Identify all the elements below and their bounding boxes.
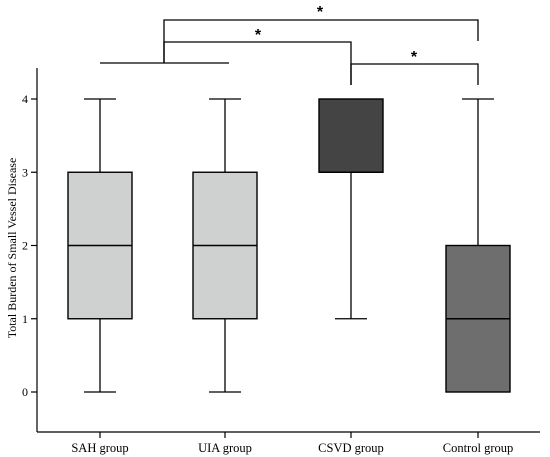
box-2 [192, 98, 258, 393]
iqr-box [318, 98, 384, 173]
bracket-csvd-control [350, 63, 479, 85]
box-1 [67, 98, 133, 393]
y-tick-label: 4 [22, 92, 28, 106]
x-category-label: Control group [443, 441, 513, 455]
y-tick-label: 3 [22, 165, 28, 179]
y-axis-label: Total Burden of Small Vessel Disease [5, 158, 19, 339]
y-tick-label: 2 [22, 239, 28, 253]
box-4 [445, 98, 511, 393]
x-category-label: SAH group [71, 441, 128, 455]
significance-star: * [317, 4, 324, 21]
x-category-label: CSVD group [318, 441, 384, 455]
x-ticks: SAH group UIA group CSVD group Control grou… [71, 432, 513, 455]
significance-brackets: * * * [100, 4, 479, 85]
significance-star: * [411, 49, 418, 66]
y-tick-label: 0 [22, 385, 28, 399]
box-3 [318, 98, 384, 320]
boxes [67, 98, 511, 393]
x-category-label: UIA group [198, 441, 252, 455]
axes [36, 68, 540, 433]
y-ticks: 0 1 2 3 4 [22, 92, 37, 399]
significance-star: * [255, 27, 262, 44]
y-tick-label: 1 [22, 312, 28, 326]
